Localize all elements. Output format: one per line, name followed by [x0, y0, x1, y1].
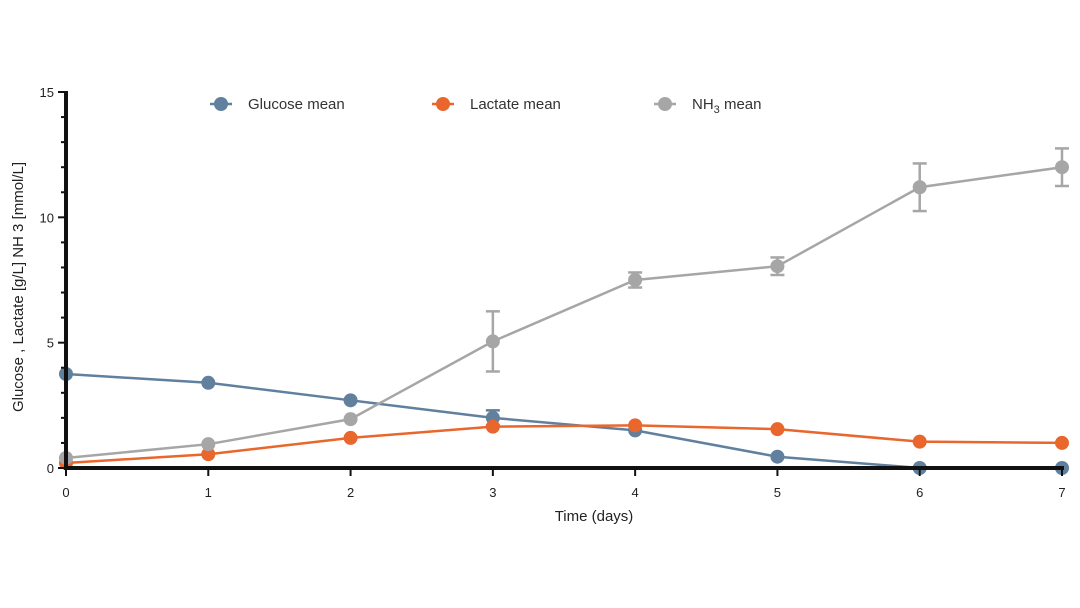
series-line [65, 165, 1063, 460]
series-layer [59, 147, 1069, 475]
legend-item-0: Glucose mean [210, 96, 345, 113]
x-tick-label: 6 [916, 485, 923, 500]
data-point [770, 259, 785, 274]
x-tick-label: 3 [489, 485, 496, 500]
data-point [628, 273, 643, 287]
legend-label: Lactate mean [470, 96, 561, 113]
legend-item-1: Lactate mean [432, 96, 561, 113]
data-point [201, 447, 216, 462]
legend-marker [436, 97, 450, 111]
legend-label: NH3 mean [692, 96, 762, 116]
data-point [485, 419, 500, 434]
legend-item-2: NH3 mean [654, 96, 762, 116]
y-tick-label: 5 [47, 336, 54, 351]
data-point [1055, 160, 1069, 175]
data-point [343, 393, 358, 408]
legend-marker [214, 97, 228, 111]
x-tick-label: 2 [347, 485, 354, 500]
data-point [770, 449, 785, 464]
y-axis-title: Glucose , Lactate [g/L] NH 3 [mmol/L] [10, 162, 27, 412]
x-axis-ticks: 0 1 2 3 4 5 6 7 [62, 468, 1066, 500]
legend-marker [658, 97, 672, 111]
data-point [201, 437, 216, 452]
y-tick-label: 15 [40, 85, 54, 100]
series-line [65, 424, 1063, 465]
data-point [1055, 435, 1069, 450]
x-tick-label: 5 [774, 485, 781, 500]
series-2 [59, 147, 1069, 465]
data-point [912, 434, 927, 449]
data-point [343, 430, 358, 445]
data-point [912, 180, 927, 195]
y-tick-label: 10 [40, 210, 54, 225]
axes-layer: 0 5 10 15 0 1 2 3 4 5 6 7 [40, 85, 1066, 500]
data-point [628, 418, 643, 433]
data-point [770, 422, 785, 437]
y-axis-ticks: 0 5 10 15 [40, 85, 66, 476]
data-point [201, 375, 216, 390]
x-tick-label: 1 [205, 485, 212, 500]
x-tick-label: 4 [632, 485, 639, 500]
data-point [343, 412, 358, 427]
series-1 [59, 418, 1069, 470]
data-point [485, 334, 500, 349]
legend: Glucose mean Lactate mean NH3 mean [210, 96, 762, 116]
legend-label: Glucose mean [248, 96, 345, 113]
x-tick-label: 0 [62, 485, 69, 500]
x-axis-title: Time (days) [555, 508, 634, 525]
x-tick-label: 7 [1058, 485, 1065, 500]
y-tick-label: 0 [47, 461, 54, 476]
